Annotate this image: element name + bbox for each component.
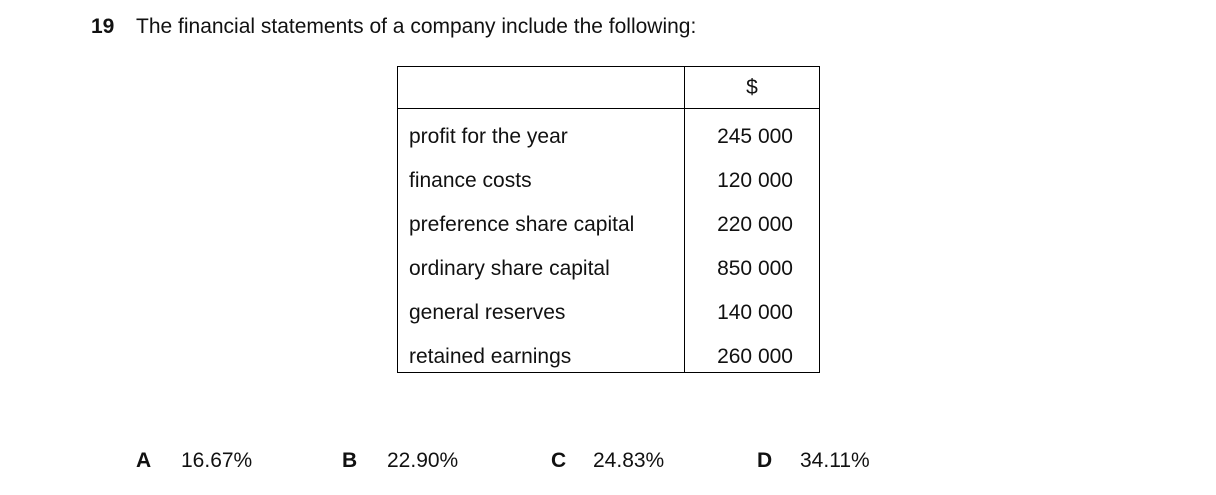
table: $ profit for the year 245 000 finance cost… [397, 66, 820, 373]
option-letter: D [757, 449, 773, 472]
column-divider [684, 67, 685, 372]
row-label: profit for the year [409, 125, 568, 148]
row-amount: 260 000 [717, 345, 793, 368]
option-text: 24.83% [593, 449, 665, 472]
option-letter: A [136, 449, 152, 472]
row-label: ordinary share capital [409, 257, 610, 280]
row-amount: 120 000 [717, 169, 793, 192]
question-number: 19 [91, 15, 115, 38]
header-divider [398, 108, 819, 109]
row-amount: 140 000 [717, 301, 793, 324]
option-letter: B [342, 449, 358, 472]
question-text: The financial statements of a company in… [136, 15, 697, 38]
option-text: 34.11% [800, 449, 870, 472]
option-text: 16.67% [181, 449, 253, 472]
option-letter: C [551, 449, 567, 472]
row-amount: 850 000 [717, 257, 793, 280]
row-amount: 245 000 [717, 125, 793, 148]
row-label: general reserves [409, 301, 566, 324]
option-text: 22.90% [387, 449, 459, 472]
row-label: finance costs [409, 169, 532, 192]
header-cell: $ [746, 76, 758, 99]
row-label: preference share capital [409, 213, 635, 236]
row-amount: 220 000 [717, 213, 793, 236]
row-label: retained earnings [409, 345, 572, 368]
